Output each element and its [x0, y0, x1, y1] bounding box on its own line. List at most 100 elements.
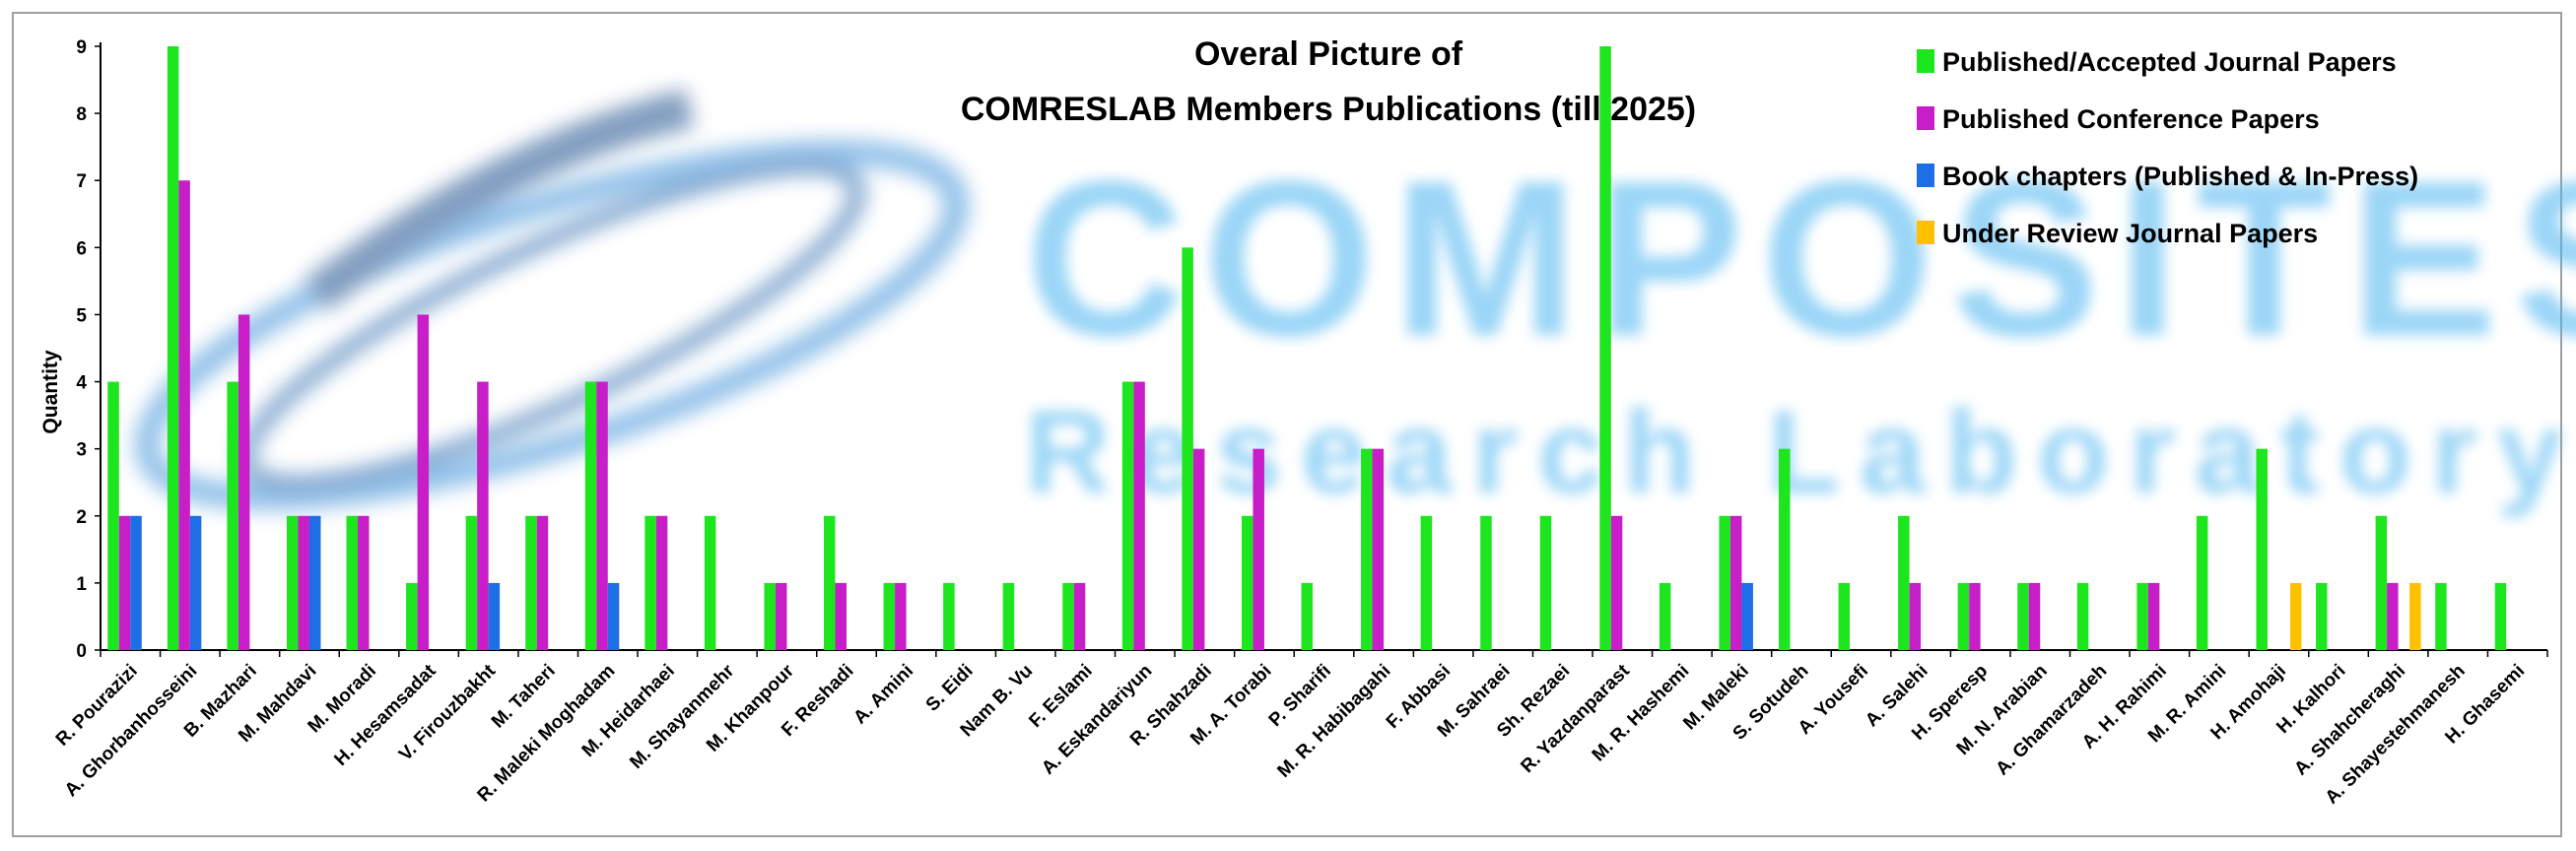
bar: [775, 582, 787, 650]
bar: [536, 515, 549, 650]
bar: [1372, 448, 1385, 650]
y-tick-label: 2: [76, 507, 87, 528]
bar: [1838, 582, 1851, 650]
bar: [1898, 515, 1910, 650]
bar: [189, 515, 202, 650]
bar: [308, 515, 321, 650]
bar: [1121, 381, 1134, 650]
x-category-label: A. Eskandariyun: [1038, 661, 1156, 779]
bar: [1480, 515, 1492, 650]
bar: [1741, 582, 1753, 650]
bar: [1133, 381, 1145, 650]
legend-entry: Book chapters (Published & In-Press): [1942, 162, 2418, 191]
bar: [2256, 448, 2268, 650]
title-com: COM: [961, 91, 1039, 128]
bar: [1073, 582, 1086, 650]
bar: [2147, 582, 2160, 650]
bar: [525, 515, 537, 650]
y-axis-label: Quantity: [39, 350, 62, 433]
bar: [1659, 582, 1671, 650]
bar: [1539, 515, 1552, 650]
bars: [107, 46, 2507, 651]
y-tick-label: 7: [76, 171, 87, 192]
chart-title-line1: Overal Picture of: [1194, 35, 1463, 73]
bar: [883, 582, 896, 650]
bar: [584, 381, 597, 650]
legend-swatch: [1917, 106, 1934, 130]
legend-swatch: [1917, 49, 1934, 73]
bar: [824, 515, 836, 650]
x-category-label: M. Shayanmehr: [626, 660, 739, 773]
bar: [167, 46, 179, 650]
bar: [406, 582, 418, 650]
bar: [2494, 582, 2507, 650]
legend-entry: Published Conference Papers: [1942, 104, 2320, 134]
y-tick-label: 4: [76, 373, 87, 394]
bar: [2028, 582, 2041, 650]
bar: [1192, 448, 1205, 650]
bar: [835, 582, 847, 650]
bar: [2375, 515, 2388, 650]
bar: [2316, 582, 2328, 650]
title-period: (till 2025): [1541, 91, 1696, 128]
bar: [2435, 582, 2447, 650]
x-category-label: A. Amini: [849, 661, 917, 729]
bar: [607, 582, 620, 650]
bar: [1420, 515, 1433, 650]
x-category-label: H. Hesamsadat: [330, 660, 441, 770]
bar: [1301, 582, 1313, 650]
legend-entry: Published/Accepted Journal Papers: [1942, 47, 2397, 77]
title-members-publications: Members Publications: [1177, 91, 1541, 128]
watermark: COMPOSITES Research Laboratory: [134, 89, 2576, 518]
watermark-title: COMPOSITES: [1025, 134, 2576, 382]
bar: [1729, 515, 1742, 650]
bar: [1253, 448, 1264, 650]
legend-swatch: [1917, 221, 1934, 244]
bar: [298, 515, 309, 650]
x-category-label: M. R. Habibagahi: [1274, 661, 1395, 782]
x-category-label: A. Ghamarzadeh: [1992, 661, 2111, 780]
bar: [1599, 46, 1611, 650]
y-tick-label: 1: [76, 574, 87, 595]
bar: [417, 314, 430, 650]
y-tick-label: 9: [76, 37, 87, 58]
watermark-subtitle: Research Laboratory: [1025, 386, 2576, 518]
bar: [465, 515, 478, 650]
x-category-label: S. Eidi: [922, 661, 978, 716]
y-tick-label: 3: [76, 440, 87, 461]
y-tick-label: 6: [76, 238, 87, 259]
x-category-label: A. Shahcheraghi: [2290, 661, 2409, 780]
bar: [895, 582, 907, 650]
x-category-label: R. Yazdanparast: [1517, 660, 1634, 777]
bar: [764, 582, 776, 650]
bar: [1182, 247, 1193, 651]
bar: [107, 381, 119, 650]
bar: [2136, 582, 2148, 650]
legend: Published/Accepted Journal Papers Publish…: [1917, 47, 2418, 248]
bar: [2017, 582, 2029, 650]
legend-swatch: [1917, 164, 1934, 187]
chart-frame: [12, 12, 2562, 837]
bar: [1002, 582, 1015, 650]
bar: [2076, 582, 2089, 650]
bar: [118, 515, 131, 650]
bar: [477, 381, 489, 650]
bar: [644, 515, 656, 650]
y-tick-labels: 0 1 2 3 4 5 6 7 8 9: [76, 37, 87, 662]
legend-entry: Under Review Journal Papers: [1942, 219, 2318, 248]
y-tick-label: 5: [76, 305, 87, 326]
bar: [1969, 582, 1981, 650]
bar: [227, 381, 238, 650]
bar: [2289, 582, 2302, 650]
bar: [1062, 582, 1074, 650]
bar: [1241, 515, 1254, 650]
bar: [1957, 582, 1970, 650]
bar: [130, 515, 142, 650]
bar: [655, 515, 668, 650]
bar: [1909, 582, 1922, 650]
bar: [1778, 448, 1791, 650]
bar: [346, 515, 359, 650]
bar: [1361, 448, 1373, 650]
